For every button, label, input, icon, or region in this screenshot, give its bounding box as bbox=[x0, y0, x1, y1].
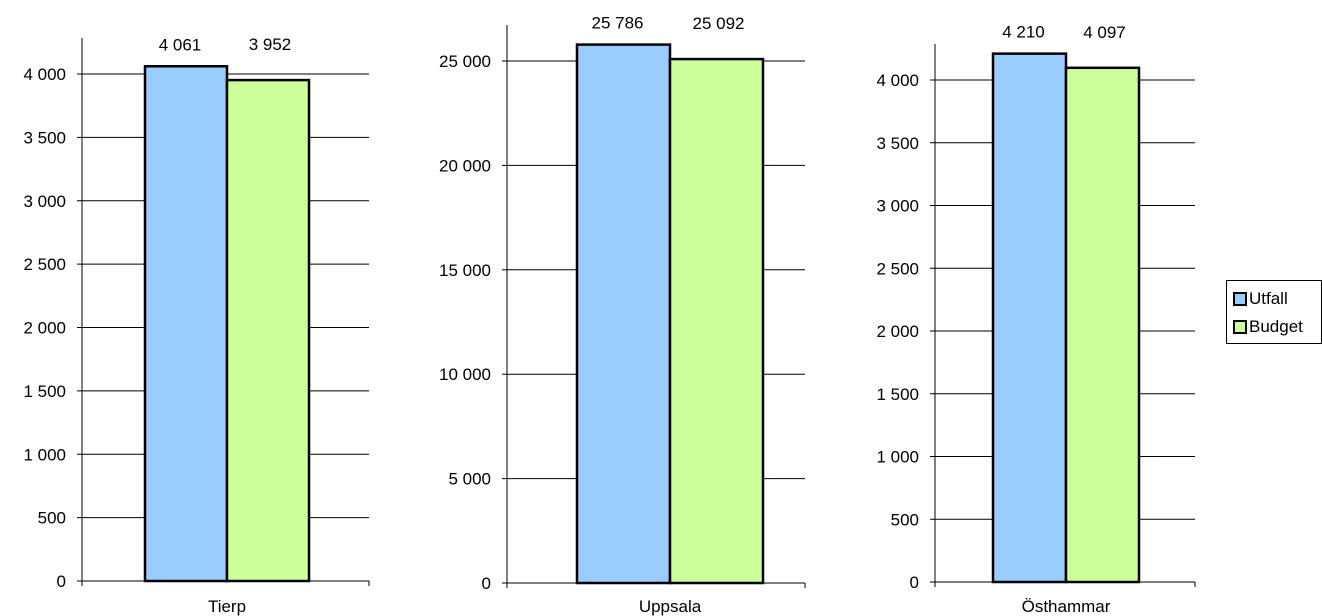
y-tick-label: 0 bbox=[910, 573, 919, 592]
data-label-budget: 4 097 bbox=[1083, 23, 1126, 42]
y-tick-label: 1 000 bbox=[23, 445, 66, 464]
y-tick-label: 3 500 bbox=[876, 134, 919, 153]
y-tick-label: 5 000 bbox=[448, 470, 491, 489]
bar-budget bbox=[225, 78, 311, 583]
y-tick-label: 500 bbox=[38, 509, 66, 528]
y-tick-label: 15 000 bbox=[439, 261, 491, 280]
y-tick-label: 1 500 bbox=[876, 385, 919, 404]
legend-item-budget: Budget bbox=[1233, 317, 1303, 337]
y-tick-label: 2 000 bbox=[876, 322, 919, 341]
bar-budget bbox=[668, 57, 765, 585]
legend-swatch-budget bbox=[1233, 320, 1247, 334]
category-label: Östhammar bbox=[1022, 597, 1111, 616]
y-tick-label: 2 000 bbox=[23, 319, 66, 338]
y-tick-label: 500 bbox=[891, 510, 919, 529]
legend-swatch-utfall bbox=[1233, 292, 1247, 306]
data-label-utfall: 4 210 bbox=[1002, 23, 1045, 42]
chart-legend: Utfall Budget bbox=[1226, 280, 1322, 344]
y-tick-label: 4 000 bbox=[876, 71, 919, 90]
y-tick-label: 1 000 bbox=[876, 448, 919, 467]
y-tick-label: 3 000 bbox=[876, 197, 919, 216]
data-label-budget: 3 952 bbox=[249, 35, 292, 54]
y-tick-label: 20 000 bbox=[439, 156, 491, 175]
data-label-utfall: 4 061 bbox=[159, 35, 202, 54]
y-tick-label: 10 000 bbox=[439, 365, 491, 384]
y-tick-label: 0 bbox=[482, 574, 491, 593]
bar-utfall bbox=[991, 52, 1068, 584]
y-tick-label: 3 500 bbox=[23, 128, 66, 147]
data-label-budget: 25 092 bbox=[693, 14, 745, 33]
data-label-utfall: 25 786 bbox=[592, 14, 644, 33]
legend-item-utfall: Utfall bbox=[1233, 289, 1288, 309]
y-tick-label: 1 500 bbox=[23, 382, 66, 401]
y-tick-label: 4 000 bbox=[23, 65, 66, 84]
y-tick-label: 2 500 bbox=[876, 259, 919, 278]
y-tick-label: 25 000 bbox=[439, 52, 491, 71]
y-tick-label: 3 000 bbox=[23, 192, 66, 211]
y-tick-label: 0 bbox=[57, 572, 66, 591]
y-tick-label: 2 500 bbox=[23, 255, 66, 274]
category-label: Uppsala bbox=[639, 597, 702, 616]
bar-budget bbox=[1064, 66, 1141, 584]
bar-utfall bbox=[575, 43, 672, 585]
bar-utfall bbox=[143, 65, 229, 583]
category-label: Tierp bbox=[208, 597, 246, 616]
legend-label-budget: Budget bbox=[1249, 317, 1303, 336]
legend-label-utfall: Utfall bbox=[1249, 289, 1288, 308]
